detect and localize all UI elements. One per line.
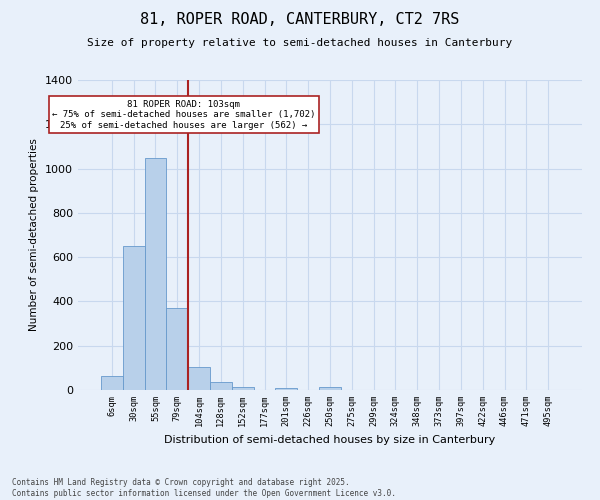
Text: Contains HM Land Registry data © Crown copyright and database right 2025.
Contai: Contains HM Land Registry data © Crown c… <box>12 478 396 498</box>
Bar <box>166 308 188 390</box>
Bar <box>319 386 341 390</box>
Bar <box>188 367 210 390</box>
Text: 81 ROPER ROAD: 103sqm
← 75% of semi-detached houses are smaller (1,702)
25% of s: 81 ROPER ROAD: 103sqm ← 75% of semi-deta… <box>52 100 316 130</box>
Bar <box>123 246 145 390</box>
Y-axis label: Number of semi-detached properties: Number of semi-detached properties <box>29 138 40 332</box>
Bar <box>101 376 123 390</box>
Bar <box>275 388 297 390</box>
Text: 81, ROPER ROAD, CANTERBURY, CT2 7RS: 81, ROPER ROAD, CANTERBURY, CT2 7RS <box>140 12 460 28</box>
Bar <box>232 386 254 390</box>
X-axis label: Distribution of semi-detached houses by size in Canterbury: Distribution of semi-detached houses by … <box>164 434 496 444</box>
Bar <box>145 158 166 390</box>
Text: Size of property relative to semi-detached houses in Canterbury: Size of property relative to semi-detach… <box>88 38 512 48</box>
Bar <box>210 382 232 390</box>
